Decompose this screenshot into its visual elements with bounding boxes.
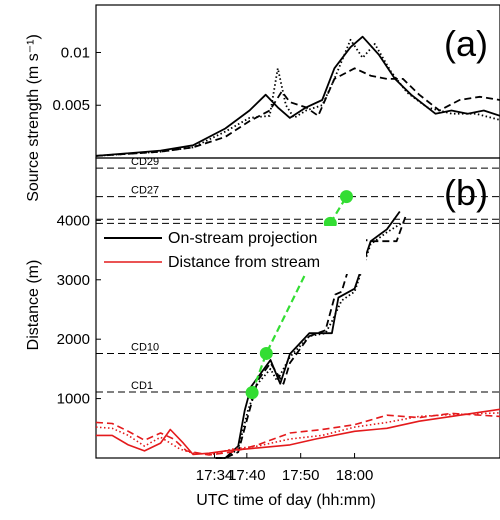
- reference-line-label: CD29: [131, 156, 159, 168]
- panel-a-y-tick-label: 0.01: [61, 44, 90, 61]
- panel-b-y-tick-label: 1000: [57, 391, 90, 408]
- reference-line-label: CD10: [131, 341, 159, 353]
- legend-label-distance-from-stream: Distance from stream: [168, 254, 320, 271]
- panel-b-label: (b): [444, 172, 488, 213]
- panel-a-series-line-solid: [95, 35, 500, 157]
- marker-point: [339, 190, 353, 204]
- panel-a-y-tick-label: 0.005: [52, 97, 90, 114]
- distance-from-stream-line-dashed: [95, 412, 500, 456]
- reference-line-label: CD27: [131, 185, 159, 197]
- x-tick-label: 17:50: [282, 467, 320, 484]
- marker-point: [259, 346, 273, 360]
- distance-from-stream-line-dotted: [95, 412, 500, 456]
- panel-a-y-ticks: 0.005 0.01: [52, 44, 101, 114]
- y-axis-label-source-strength: Source strength (m s⁻¹): [25, 34, 42, 202]
- x-tick-label: 17:34: [196, 467, 234, 484]
- legend-label-on-stream: On-stream projection: [168, 230, 317, 247]
- legend: On-stream projection Distance from strea…: [100, 226, 366, 274]
- reference-line-label: CD1: [131, 380, 153, 392]
- panel-b-y-tick-label: 2000: [57, 331, 90, 348]
- panel-a-series-line-dashed: [95, 67, 500, 157]
- marker-connector-line: [251, 196, 348, 394]
- legend-background: [100, 226, 366, 274]
- panel-a-series-line-dotted: [95, 38, 500, 157]
- panel-a-series: [95, 35, 500, 157]
- marker-point: [245, 386, 259, 400]
- panel-a-label: (a): [444, 23, 488, 64]
- panel-b-markers: [245, 190, 353, 400]
- panel-a: 0.005 0.01 (a): [52, 4, 500, 159]
- panel-a-frame: [95, 4, 500, 159]
- panel-b-y-ticks: 1000 2000 3000 4000: [57, 212, 101, 408]
- x-tick-label: 17:40: [228, 467, 266, 484]
- distance-from-stream-line-solid: [96, 408, 500, 456]
- x-tick-label: 18:00: [336, 467, 374, 484]
- x-axis-label: UTC time of day (hh:mm): [196, 492, 376, 509]
- panel-b-y-tick-label: 4000: [57, 212, 90, 229]
- panel-b-y-tick-label: 3000: [57, 272, 90, 289]
- panel-b-frame: [95, 157, 500, 459]
- y-axis-label-distance: Distance (m): [25, 260, 42, 351]
- panel-b-reference-lines: CD29 CD27 CD10 CD1: [96, 156, 500, 393]
